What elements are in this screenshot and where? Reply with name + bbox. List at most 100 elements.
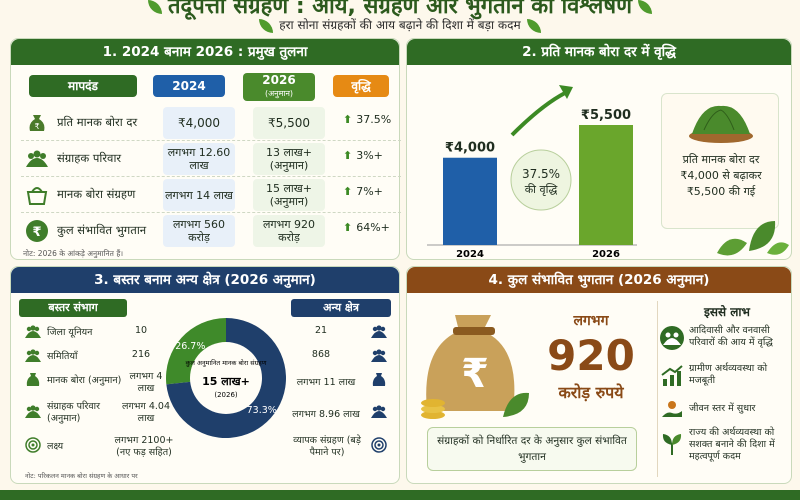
growth-value: 7%+	[356, 185, 383, 198]
table-row: संग्राहक परिवार लगभग 12.60 लाख 13 लाख+ (…	[21, 141, 401, 177]
page-title: तेंदूपत्ता संग्रहण : आय, संग्रहण और भुगत…	[0, 0, 800, 20]
region-donut-chart: कुल अनुमानित मानक बोरा संग्रहण 15 लाख+ (…	[166, 318, 286, 438]
up-arrow-icon: ⬆	[343, 185, 353, 198]
growth-value: 37.5%	[356, 113, 392, 126]
table-row: मानक बोरा संग्रहण लगभग 14 लाख 15 लाख+ (अ…	[21, 177, 401, 213]
basket-icon	[26, 187, 48, 205]
growth-arrow-icon	[510, 91, 566, 137]
col-header-2024: 2024	[153, 75, 225, 97]
up-arrow-icon: ⬆	[343, 149, 353, 162]
rupee-icon: ₹	[26, 220, 48, 242]
leaf-icon	[259, 18, 274, 33]
panel-heading: 3. बस्तर बनाम अन्य क्षेत्र (2026 अनुमान)	[11, 267, 399, 293]
row-label: कुल संभावित भुगतान	[57, 223, 147, 237]
value-2024: लगभग 560 करोड़	[172, 218, 226, 244]
target-icon	[25, 437, 41, 453]
amount-unit: करोड़ रुपये	[558, 383, 624, 402]
col-2026-label: 2026	[262, 73, 296, 87]
page-subtitle: हरा सोना संग्रहकों की आय बढ़ाने की दिशा …	[0, 16, 800, 33]
footer-banner	[0, 490, 800, 500]
row-label: प्रति मानक बोरा दर	[57, 115, 138, 129]
cell-2026: ₹5,500	[253, 107, 325, 139]
plant-icon	[662, 434, 682, 455]
table-row: ₹ कुल संभावित भुगतान लगभग 560 करोड़ लगभग…	[21, 213, 401, 249]
benefit-item: आदिवासी और वनवासी परिवारों की आय में वृद…	[689, 325, 773, 348]
growth-badge	[510, 149, 572, 211]
benefit-item: जीवन स्तर में सुधार	[689, 403, 756, 414]
group-icon	[25, 405, 41, 418]
arrow-head-icon	[559, 85, 573, 99]
svg-text:₹: ₹	[34, 122, 39, 131]
leaf-icon	[526, 18, 541, 33]
value-2026: ₹5,500	[268, 115, 310, 130]
benefit-item: राज्य की अर्थव्यवस्था को सशक्त बनाने की …	[689, 427, 775, 462]
col-header-2026: 2026 (अनुमान)	[243, 73, 315, 101]
x-tick-2024: 2024	[456, 249, 484, 260]
row-label: संग्राहक परिवार (अनुमान)	[47, 401, 100, 424]
group-icon	[25, 325, 41, 338]
table-row: ₹ प्रति मानक बोरा दर ₹4,000 ₹5,500 ⬆ 37.5…	[21, 105, 401, 141]
cell-2024: लगभग 560 करोड़	[163, 215, 235, 247]
rate-info-text: प्रति मानक बोरा दर ₹4,000 से बढ़ाकर ₹5,5…	[680, 153, 762, 198]
row-label: समितियाँ	[47, 351, 78, 362]
bastar-value: 216	[131, 349, 151, 360]
bar-label-2024: ₹4,000	[445, 141, 495, 156]
row-label: लक्ष्य	[47, 441, 64, 452]
value-2026: 13 लाख+ (अनुमान)	[265, 146, 312, 172]
bar-label-2026: ₹5,500	[581, 108, 631, 123]
value-2024: ₹4,000	[178, 115, 220, 130]
page-title-text: तेंदूपत्ता संग्रहण : आय, संग्रहण और भुगत…	[168, 0, 632, 19]
benefits-title: इससे लाभ	[704, 305, 750, 319]
donut-center-value: 15 लाख+	[202, 375, 250, 388]
footnote: नोट: परिकलन मानक बोरा संग्रहण के आधार पर	[25, 472, 138, 480]
people-icon	[26, 150, 48, 167]
growth-cell: ⬆ 64%+	[343, 221, 399, 234]
bastar-value: 10	[134, 325, 148, 336]
col-header-param: मापदंड	[29, 75, 137, 97]
donut-hole	[190, 342, 262, 414]
value-2026: लगभग 920 करोड़	[262, 218, 316, 244]
col-header-growth: वृद्धि	[333, 75, 389, 97]
value-2024: लगभग 14 लाख	[165, 188, 233, 202]
footnote: नोट: 2026 के आंकड़े अनुमानित हैं।	[23, 249, 124, 258]
leaf-basket-icon	[689, 105, 753, 143]
cell-2026: 15 लाख+ (अनुमान)	[253, 179, 325, 211]
growth-value: 64%+	[356, 221, 390, 234]
money-bag-icon: ₹	[29, 115, 45, 131]
other-value: व्यापक संग्रहण (बड़े पैमाने पर)	[293, 435, 361, 458]
panel-heading: 4. कुल संभावित भुगतान (2026 अनुमान)	[407, 267, 791, 293]
row-label: संग्राहक परिवार	[57, 151, 122, 165]
svg-text:₹: ₹	[32, 225, 41, 240]
comparison-panel: 1. 2024 बनाम 2026 : प्रमुख तुलना मापदंड …	[10, 38, 401, 260]
money-sack-icon: ₹	[421, 315, 529, 419]
growth-cell: ⬆ 37.5%	[343, 113, 399, 126]
group-icon	[371, 325, 387, 338]
region-comparison-panel: 3. बस्तर बनाम अन्य क्षेत्र (2026 अनुमान)…	[10, 266, 400, 484]
row-label: जिला यूनियन	[47, 327, 93, 338]
cell-2026: लगभग 920 करोड़	[253, 215, 325, 247]
rate-info-card: प्रति मानक बोरा दर ₹4,000 से बढ़ाकर ₹5,5…	[661, 93, 779, 229]
growth-cell: ⬆ 3%+	[343, 149, 399, 162]
growth-value: 3%+	[356, 149, 383, 162]
donut-center-year: (2026)	[214, 391, 238, 399]
page-subtitle-text: हरा सोना संग्रहकों की आय बढ़ाने की दिशा …	[279, 18, 521, 32]
community-icon	[660, 326, 684, 350]
up-arrow-icon: ⬆	[343, 113, 353, 126]
up-arrow-icon: ⬆	[343, 221, 353, 234]
leaf-icon	[148, 0, 163, 14]
rate-growth-panel: 2. प्रति मानक बोरा दर में वृद्धि ₹4,000 …	[406, 38, 792, 260]
bastar-value: लगभग 4 लाख	[129, 371, 163, 394]
sack-icon	[26, 373, 40, 386]
panel-heading: 1. 2024 बनाम 2026 : प्रमुख तुलना	[11, 39, 399, 65]
group-icon	[25, 349, 41, 362]
group-icon	[371, 349, 387, 362]
total-payment-panel: 4. कुल संभावित भुगतान (2026 अनुमान) ₹ लग…	[406, 266, 792, 484]
donut-center-text: कुल अनुमानित मानक बोरा संग्रहण	[186, 359, 267, 367]
leaf-icon	[637, 0, 652, 14]
growth-badge-text: की वृद्धि	[525, 183, 558, 196]
growth-chart-icon	[661, 365, 683, 386]
other-value: 868	[311, 349, 331, 360]
row-label: मानक बोरा (अनुमान)	[47, 375, 122, 386]
payment-note-box: संग्राहकों को निर्धारित दर के अनुसार कुल…	[427, 427, 637, 471]
leaves-decoration-icon	[717, 221, 789, 256]
